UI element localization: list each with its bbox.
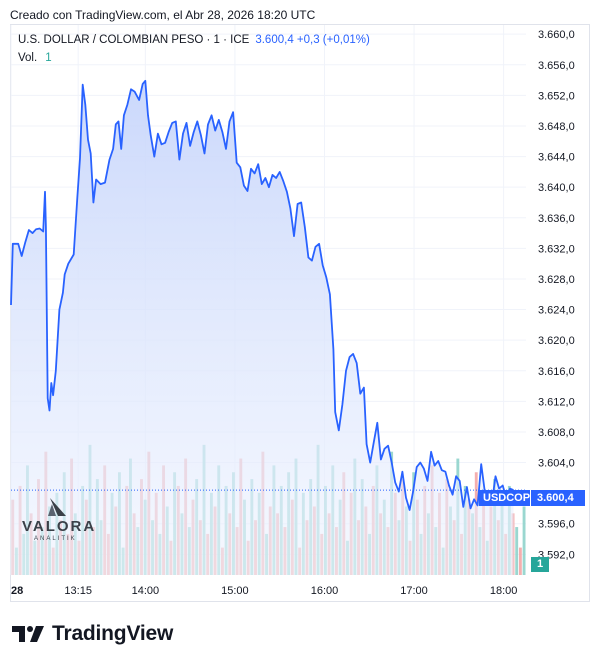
volume-bar <box>522 506 526 575</box>
y-tick-label: 3.620,0 <box>538 335 575 347</box>
price-tag-value-bg <box>531 490 585 506</box>
x-tick-label: 17:00 <box>400 585 428 597</box>
y-tick-label: 3.612,0 <box>538 396 575 408</box>
y-tick-label: 3.660,0 <box>538 29 575 41</box>
price-tag-symbol: USDCOP <box>483 492 531 504</box>
y-axis: 3.660,0 3.656,0 3.652,0 3.648,0 3.644,0 3.640… <box>538 29 575 561</box>
price-tag-value: 3.600,4 <box>537 492 574 504</box>
legend-value: 3.600,4 +0,3 (+0,01%) <box>255 34 370 46</box>
created-caption: Creado con TradingView.com, el Abr 28, 2… <box>10 8 316 22</box>
volume-label: Vol. <box>18 52 38 64</box>
price-tag-symbol-bg <box>479 490 530 506</box>
x-tick-label: 16:00 <box>311 585 339 597</box>
y-tick-label: 3.604,0 <box>538 458 575 470</box>
chart-legend: U.S. DOLLAR / COLOMBIAN PESO · 1 · ICE 3.… <box>18 34 370 46</box>
valora-name: VALORA <box>22 518 97 535</box>
y-tick-label: 3.648,0 <box>538 121 575 133</box>
volume-legend: Vol. 1 <box>18 52 52 64</box>
x-tick-label: 14:00 <box>132 585 160 597</box>
y-tick-label: 3.656,0 <box>538 60 575 72</box>
x-tick-label: 18:00 <box>490 585 518 597</box>
legend-symbol: U.S. DOLLAR / COLOMBIAN PESO · 1 · ICE <box>18 34 250 46</box>
price-line <box>10 79 514 511</box>
volume-tag: 1 <box>537 558 544 570</box>
y-tick-label: 3.632,0 <box>538 243 575 255</box>
volume-value: 1 <box>45 52 52 64</box>
valora-subtitle: ANALITIK <box>34 536 77 542</box>
y-tick-label: 3.644,0 <box>538 152 575 164</box>
tradingview-brand[interactable]: TradingView <box>12 622 173 646</box>
y-tick-label: 3.628,0 <box>538 274 575 286</box>
y-tick-label: 3.608,0 <box>538 427 575 439</box>
volume-bar <box>515 527 519 575</box>
x-tick-label: 28 <box>11 585 23 597</box>
y-tick-label: 3.616,0 <box>538 366 575 378</box>
brand-name: TradingView <box>52 622 174 645</box>
x-tick-label: 13:15 <box>64 585 92 597</box>
x-axis: 28 13:15 14:00 15:00 16:00 17:00 18:00 <box>11 585 517 597</box>
x-tick-label: 15:00 <box>221 585 249 597</box>
volume-bar <box>518 547 522 575</box>
y-tick-label: 3.624,0 <box>538 305 575 317</box>
y-tick-label: 3.640,0 <box>538 182 575 194</box>
valora-logo-icon <box>48 498 66 516</box>
price-area-fill <box>11 80 514 576</box>
volume-tag-bg <box>531 557 549 572</box>
y-tick-label: 3.596,0 <box>538 519 575 531</box>
tradingview-logo-icon <box>12 626 44 642</box>
y-tick-label: 3.636,0 <box>538 213 575 225</box>
y-tick-label: 3.652,0 <box>538 90 575 102</box>
